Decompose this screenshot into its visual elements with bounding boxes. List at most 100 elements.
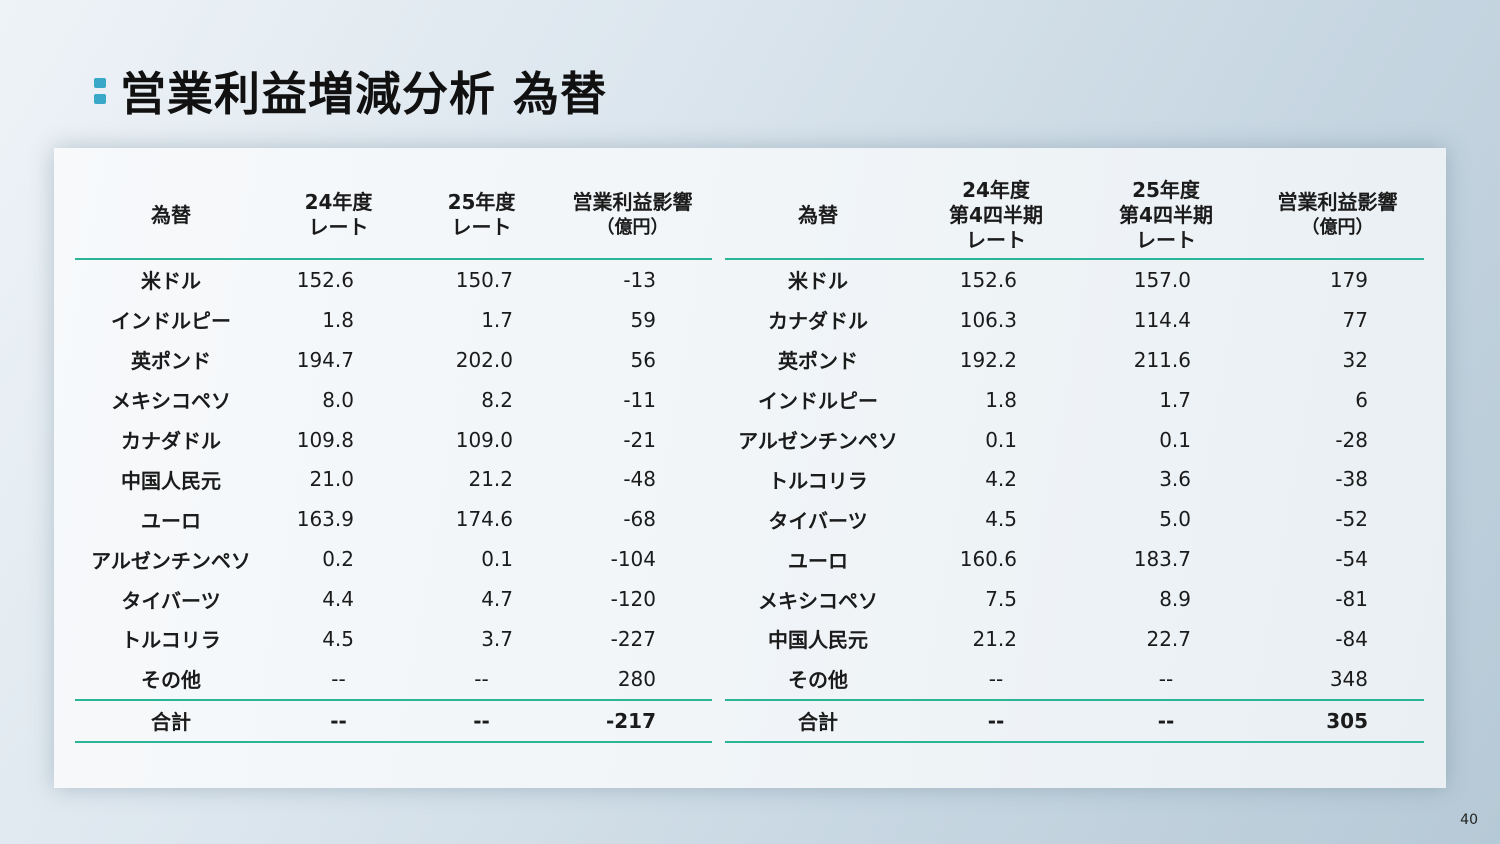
rate-cell: 152.6 <box>959 267 1017 292</box>
table-row: 中国人民元 21.0 21.2 -48 <box>75 459 712 499</box>
rate-cell: 114.4 <box>1133 307 1191 332</box>
header-line: レート <box>451 215 512 239</box>
rate-cell: 21.0 <box>309 467 354 492</box>
rate-cell: 0.1 <box>481 547 513 572</box>
currency-name: タイバーツ <box>768 508 868 533</box>
table-row: その他 -- -- 348 <box>725 659 1424 700</box>
rate-cell: 21.2 <box>468 467 513 492</box>
profit-impact-cell: -28 <box>1335 427 1368 452</box>
header-line: 25年度 <box>1132 177 1200 202</box>
header-line: 24年度 <box>962 177 1030 202</box>
profit-impact-cell: -21 <box>623 427 656 452</box>
table-row: アルゼンチンペソ 0.2 0.1 -104 <box>75 539 712 579</box>
total-row: 合計 -- -- -217 <box>75 698 712 743</box>
currency-name: アルゼンチンペソ <box>91 548 251 573</box>
profit-impact-cell: 280 <box>617 666 656 691</box>
table-row: ユーロ 163.9 174.6 -68 <box>75 499 712 539</box>
rate-cell: 183.7 <box>1133 547 1191 572</box>
header-line: 営業利益影響 <box>572 190 693 214</box>
rate-cell: 8.0 <box>322 387 354 412</box>
rate-cell: 192.2 <box>959 347 1017 372</box>
rate-cell: 5.0 <box>1159 507 1191 532</box>
total-row: 合計 -- -- 305 <box>725 698 1424 743</box>
currency-name: 米ドル <box>141 269 201 294</box>
table-row: その他 -- -- 280 <box>75 659 712 700</box>
profit-impact-cell: -68 <box>623 507 656 532</box>
header-line: 為替 <box>151 202 191 227</box>
rate-cell: 1.8 <box>985 387 1017 412</box>
column-header: 為替 <box>75 172 267 260</box>
page-number: 40 <box>1460 812 1478 828</box>
table-row: 英ポンド 192.2 211.6 32 <box>725 340 1424 380</box>
currency-name: 合計 <box>725 698 911 743</box>
table-row: タイバーツ 4.4 4.7 -120 <box>75 579 712 619</box>
rate-cell: 22.7 <box>1146 626 1191 651</box>
q4-fx-table: 為替 24年度 第4四半期 レート 25年度 第4四半期 レート 営業利益影響 （億円） 米ドル… <box>725 172 1424 743</box>
table-row: ユーロ 160.6 183.7 -54 <box>725 539 1424 579</box>
header-line: 営業利益影響 <box>1277 190 1398 214</box>
rate-cell: 3.7 <box>481 626 513 651</box>
table-row: 米ドル 152.6 150.7 -13 <box>75 259 712 300</box>
currency-name: ユーロ <box>141 508 201 533</box>
currency-name: 中国人民元 <box>121 468 221 493</box>
rate-cell: -- <box>267 698 410 743</box>
header-line: 25年度 <box>447 190 516 214</box>
currency-name: 英ポンド <box>778 349 858 374</box>
table-row: 英ポンド 194.7 202.0 56 <box>75 340 712 380</box>
header-line: レート <box>966 227 1026 252</box>
rate-cell: 8.9 <box>1159 587 1191 612</box>
column-header: 営業利益影響 （億円） <box>1251 172 1424 260</box>
profit-impact-cell: 59 <box>630 307 656 332</box>
profit-impact-cell: -38 <box>1335 467 1368 492</box>
profit-impact-cell: -11 <box>623 387 656 412</box>
table-row: トルコリラ 4.5 3.7 -227 <box>75 619 712 659</box>
currency-name: インドルピー <box>111 309 231 334</box>
rate-cell: -- <box>1081 698 1251 743</box>
rate-cell: 150.7 <box>455 267 513 292</box>
profit-impact-cell: -54 <box>1335 547 1368 572</box>
annual-fx-table: 為替 24年度 レート 25年度 レート 営業利益影響 （億円） 米ドル 152.6 150.7… <box>75 172 712 743</box>
rate-cell: 4.2 <box>985 467 1017 492</box>
rate-cell: 174.6 <box>455 507 513 532</box>
profit-impact-cell: 56 <box>630 347 656 372</box>
currency-name: ユーロ <box>788 548 848 573</box>
profit-impact-cell: -227 <box>610 626 656 651</box>
header-line: 24年度 <box>304 190 373 214</box>
currency-name: 英ポンド <box>131 349 211 374</box>
rate-cell: 1.8 <box>322 307 354 332</box>
header-line: （億円） <box>1301 217 1374 238</box>
header-line: （億円） <box>596 217 669 238</box>
currency-name: メキシコペソ <box>758 588 878 613</box>
profit-impact-cell: -48 <box>623 467 656 492</box>
header-row: 為替 24年度 レート 25年度 レート 営業利益影響 （億円） <box>75 172 712 260</box>
table-row: カナダドル 109.8 109.0 -21 <box>75 420 712 460</box>
rate-cell: 3.6 <box>1159 467 1191 492</box>
rate-cell: 0.2 <box>322 547 354 572</box>
profit-impact-cell: -52 <box>1335 507 1368 532</box>
table-row: アルゼンチンペソ 0.1 0.1 -28 <box>725 420 1424 460</box>
profit-impact-cell: 6 <box>1355 387 1368 412</box>
currency-name: その他 <box>788 668 848 693</box>
rate-cell: 1.7 <box>481 307 513 332</box>
table-row: トルコリラ 4.2 3.6 -38 <box>725 459 1424 499</box>
rate-cell: 7.5 <box>985 587 1017 612</box>
currency-name: 合計 <box>75 698 267 743</box>
content-card: 為替 24年度 レート 25年度 レート 営業利益影響 （億円） 米ドル 152.6 150.7… <box>54 148 1446 788</box>
rate-cell: 202.0 <box>455 347 513 372</box>
rate-cell: -- <box>988 666 1004 691</box>
profit-impact-cell: -217 <box>553 698 712 743</box>
profit-impact-cell: -13 <box>623 267 656 292</box>
table-row: 米ドル 152.6 157.0 179 <box>725 259 1424 300</box>
rate-cell: 4.4 <box>322 587 354 612</box>
rate-cell: 109.0 <box>455 427 513 452</box>
currency-name: タイバーツ <box>121 588 221 613</box>
profit-impact-cell: -84 <box>1335 626 1368 651</box>
rate-cell: 160.6 <box>959 547 1017 572</box>
rate-cell: 106.3 <box>959 307 1017 332</box>
rate-cell: 0.1 <box>1159 427 1191 452</box>
profit-impact-cell: -120 <box>610 587 656 612</box>
profit-impact-cell: 77 <box>1342 307 1368 332</box>
rate-cell: 4.7 <box>481 587 513 612</box>
title-bullet-icon <box>94 78 106 104</box>
column-header: 為替 <box>725 172 911 260</box>
